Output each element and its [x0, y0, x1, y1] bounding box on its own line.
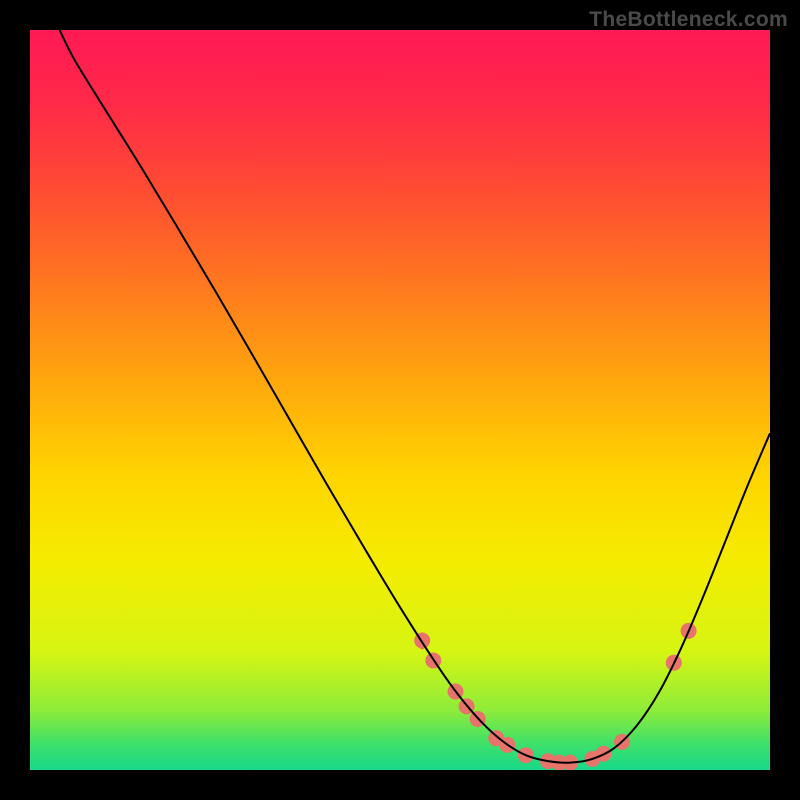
- chart-background: [30, 30, 770, 770]
- bottleneck-chart: [30, 30, 770, 770]
- chart-container: [30, 30, 770, 770]
- watermark-text: TheBottleneck.com: [589, 8, 788, 32]
